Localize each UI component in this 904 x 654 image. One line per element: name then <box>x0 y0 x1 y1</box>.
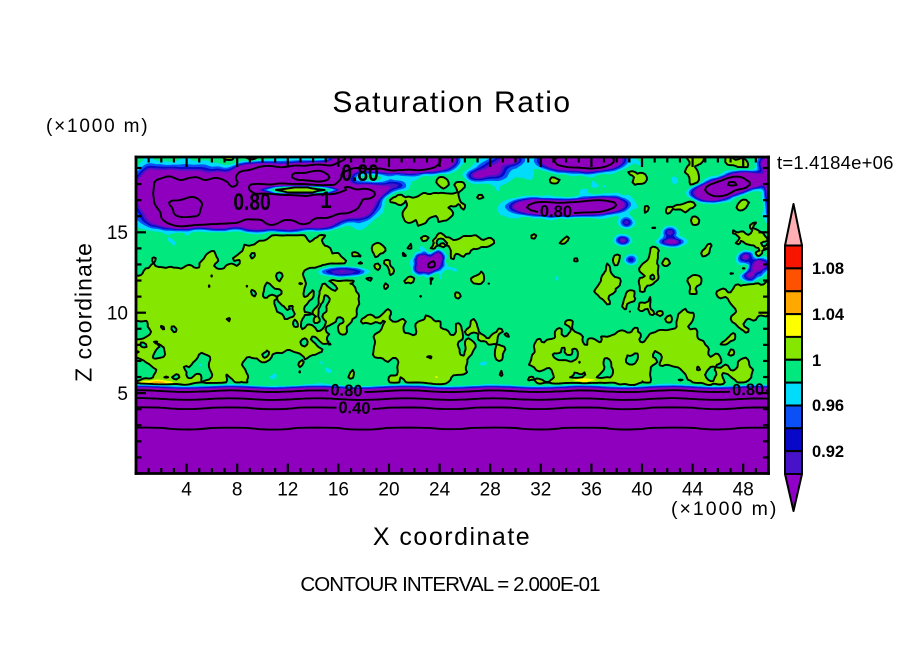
svg-text:36: 36 <box>581 479 602 500</box>
svg-text:28: 28 <box>480 479 501 500</box>
svg-text:1: 1 <box>812 352 821 370</box>
svg-text:0.92: 0.92 <box>812 443 844 461</box>
svg-text:1.04: 1.04 <box>812 306 845 324</box>
svg-text:4: 4 <box>181 479 192 500</box>
svg-text:10: 10 <box>107 304 128 325</box>
svg-text:0.80: 0.80 <box>540 203 573 222</box>
svg-text:16: 16 <box>328 479 349 500</box>
svg-text:12: 12 <box>277 479 298 500</box>
svg-text:32: 32 <box>530 479 551 500</box>
svg-text:0.80: 0.80 <box>330 381 363 400</box>
svg-text:48: 48 <box>733 479 754 500</box>
svg-text:5: 5 <box>117 384 128 405</box>
svg-text:8: 8 <box>232 479 243 500</box>
svg-text:0.40: 0.40 <box>338 399 371 418</box>
svg-text:20: 20 <box>378 479 399 500</box>
svg-text:0.80: 0.80 <box>732 381 765 400</box>
svg-text:44: 44 <box>682 479 704 500</box>
svg-text:0.96: 0.96 <box>812 397 844 415</box>
svg-text:1.08: 1.08 <box>812 260 844 278</box>
svg-text:40: 40 <box>631 479 652 500</box>
svg-text:15: 15 <box>107 223 128 244</box>
svg-text:24: 24 <box>429 479 451 500</box>
